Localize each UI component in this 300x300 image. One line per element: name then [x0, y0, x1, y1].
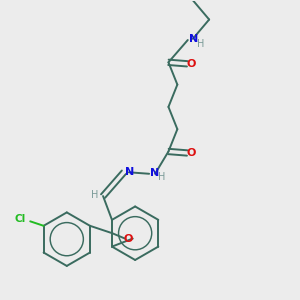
Text: H: H: [91, 190, 98, 200]
Text: Cl: Cl: [15, 214, 26, 224]
Text: N: N: [125, 167, 134, 177]
Text: O: O: [124, 234, 133, 244]
Text: N: N: [150, 168, 159, 178]
Text: O: O: [186, 148, 195, 158]
Text: H: H: [158, 172, 165, 182]
Text: N: N: [189, 34, 198, 44]
Text: O: O: [186, 59, 195, 69]
Text: H: H: [197, 39, 205, 49]
